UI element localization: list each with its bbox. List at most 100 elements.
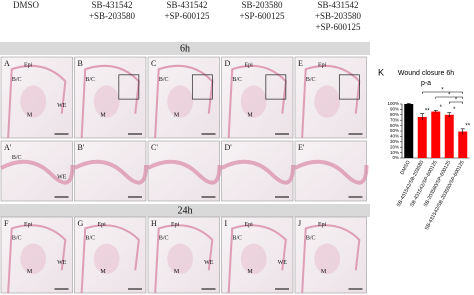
tissue (7, 64, 67, 139)
tissue (240, 85, 267, 118)
tissue-label: Epi (244, 222, 253, 228)
column-header: DMSO (13, 0, 40, 10)
tissue-label: M (174, 269, 180, 275)
tissue-label: Epi (318, 62, 327, 68)
tissue-label: B/C (85, 236, 95, 242)
tissue (7, 224, 67, 294)
tissue-label: M (247, 113, 253, 119)
zoom-box (338, 74, 360, 100)
histology-panel (294, 140, 367, 202)
panel-label: E (298, 59, 303, 68)
error-bar (406, 103, 411, 105)
zoom-box (118, 74, 140, 100)
tissue-label: M (321, 269, 327, 275)
significance: ** (425, 108, 430, 114)
y-tick-label: 60% (390, 123, 399, 128)
panel-label: A (4, 59, 10, 68)
histology-panel (147, 140, 220, 202)
histology-panel (0, 140, 73, 202)
tissue (154, 224, 214, 294)
bar (431, 111, 441, 158)
tissue-label: M (27, 269, 33, 275)
tissue-label: B/C (306, 236, 316, 242)
tissue (147, 159, 222, 185)
tissue (220, 159, 295, 185)
y-tick-label: 90% (390, 107, 399, 112)
bar (458, 131, 468, 158)
error-bar (420, 113, 425, 121)
tissue (80, 224, 140, 294)
y-tick-label: 80% (390, 112, 399, 117)
tissue (240, 243, 267, 274)
time-band (0, 42, 370, 55)
y-tick-label: 50% (390, 128, 399, 133)
tissue-label: M (174, 113, 180, 119)
tissue (20, 243, 47, 274)
panel-label: K (378, 67, 384, 77)
tissue-label: B/C (232, 77, 242, 83)
column-header: SB-431542 +SB-203580 (89, 0, 136, 21)
tissue-label: M (247, 269, 253, 275)
tissue (314, 85, 341, 118)
tissue-label: B/C (12, 155, 22, 161)
tissue-label: B/C (159, 77, 169, 83)
tissue-label: WE (204, 260, 214, 266)
histology-panel (74, 140, 147, 202)
tissue (167, 243, 194, 274)
tissue-label: B/C (306, 77, 316, 83)
significance: ** (465, 123, 470, 129)
tissue-label: B/C (85, 77, 95, 83)
tissue-label: WE (57, 103, 67, 109)
histology-panel (221, 140, 294, 202)
tissue (93, 243, 120, 274)
panel-label: B' (78, 143, 85, 152)
error-bar (447, 112, 452, 117)
zoom-box (191, 74, 213, 100)
bar (444, 114, 454, 158)
tissue-label: WE (278, 260, 288, 266)
bracket (449, 101, 463, 104)
tissue-label: Epi (318, 222, 327, 228)
panel-label: B (78, 59, 83, 68)
tissue-label: M (27, 113, 33, 119)
bar (404, 104, 414, 158)
tissue (93, 85, 120, 118)
panel-label: C (151, 59, 156, 68)
tissue-label: WE (57, 260, 67, 266)
x-tick-label: DMSO (399, 160, 411, 176)
significance: * (440, 105, 443, 111)
panel-label: J (298, 219, 301, 228)
tissue-label: B/C (12, 236, 22, 242)
y-tick-label: 0% (392, 155, 399, 160)
y-tick-label: 100% (387, 101, 399, 106)
y-tick-label: 40% (390, 134, 399, 139)
chart-subtitle: p-a (421, 80, 431, 87)
tissue-label: Epi (24, 62, 33, 68)
column-header: SB-431542 +SP-600125 (164, 0, 210, 21)
tissue (294, 159, 369, 185)
panel-label: D' (225, 143, 233, 152)
bracket-label: * (448, 93, 451, 99)
y-tick-label: 70% (390, 117, 399, 122)
column-header: SB-203580 +SP-600125 (239, 0, 285, 21)
tissue (0, 159, 75, 185)
error-bar (460, 128, 465, 135)
tissue (73, 159, 148, 185)
tissue (167, 85, 194, 118)
panel-label: A' (4, 143, 12, 152)
tissue (314, 243, 341, 274)
panel-label: D (225, 59, 231, 68)
tissue-label: B/C (232, 236, 242, 242)
zoom-box (265, 74, 287, 100)
y-tick-label: 10% (390, 150, 399, 155)
y-tick-label: 30% (390, 139, 399, 144)
panel-label: H (151, 219, 157, 228)
time-label: 6h (180, 43, 190, 54)
tissue-label: B/C (12, 77, 22, 83)
panel-label: I (225, 219, 228, 228)
tissue-label: Epi (97, 222, 106, 228)
tissue (301, 224, 361, 294)
column-header: SB-431542 +SB-203580 +SP-600125 (315, 0, 362, 32)
tissue (20, 85, 47, 118)
